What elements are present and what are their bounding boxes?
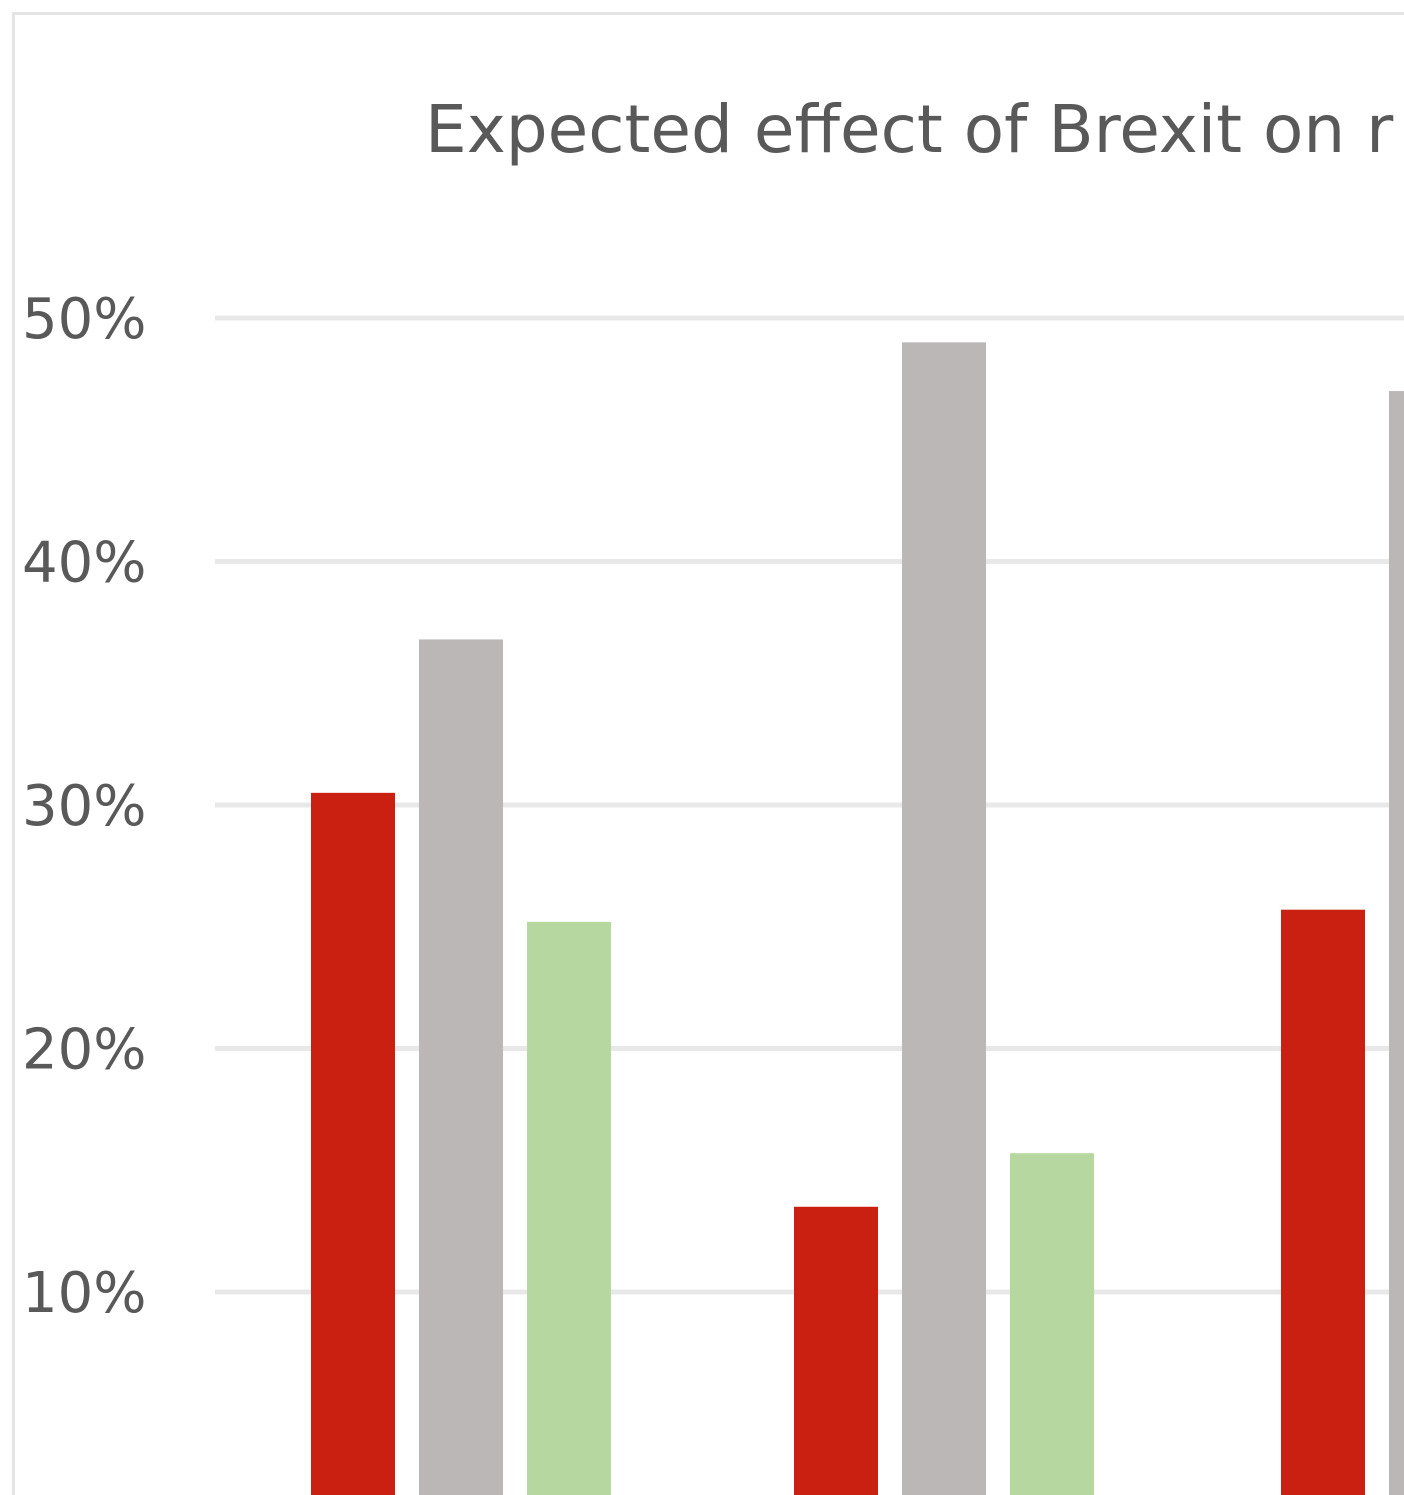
y-tick-label: 40%	[22, 531, 146, 596]
y-tick-label: 10%	[22, 1261, 146, 1326]
bar	[311, 792, 395, 1495]
bars	[311, 342, 1404, 1495]
gridlines	[215, 315, 1404, 1295]
bar	[527, 921, 611, 1495]
bar	[902, 342, 986, 1495]
y-tick-label: 30%	[22, 774, 146, 839]
bar	[419, 639, 503, 1495]
y-axis-ticks: 50% 40% 30% 20% 10%	[22, 287, 146, 1326]
y-tick-label: 50%	[22, 287, 146, 352]
y-tick-label: 20%	[22, 1018, 146, 1083]
chart-frame	[12, 12, 1404, 1495]
chart-title: Expected effect of Brexit on r	[425, 91, 1394, 168]
bar	[794, 1206, 878, 1495]
bar	[1389, 391, 1404, 1495]
bar	[1010, 1153, 1094, 1495]
bar	[1281, 909, 1365, 1495]
